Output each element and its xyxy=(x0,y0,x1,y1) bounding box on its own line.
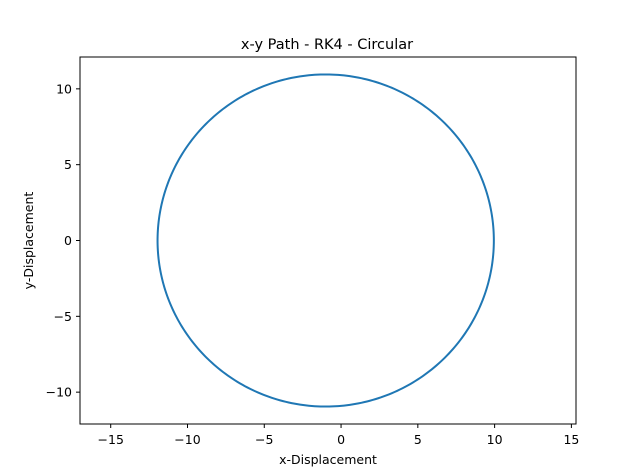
x-tick-label: −10 xyxy=(174,432,200,447)
chart-title: x-y Path - RK4 - Circular xyxy=(241,37,413,53)
x-tick-label: 15 xyxy=(563,432,579,447)
x-tick-label: −15 xyxy=(98,432,124,447)
x-axis-label: x-Displacement xyxy=(279,452,377,467)
y-tick-label: −5 xyxy=(54,309,72,324)
series-line xyxy=(156,73,495,408)
x-tick-label: 5 xyxy=(414,432,422,447)
x-axis: −15 −10 −5 0 5 10 15 xyxy=(98,424,579,447)
y-tick-label: 10 xyxy=(56,81,72,96)
x-tick-label: 10 xyxy=(487,432,503,447)
y-tick-label: 5 xyxy=(64,157,72,172)
y-axis-label: y-Displacement xyxy=(21,192,36,290)
x-tick-label: −5 xyxy=(255,432,273,447)
y-tick-label: −10 xyxy=(46,385,72,400)
y-axis: −10 −5 0 5 10 xyxy=(46,81,80,400)
y-tick-label: 0 xyxy=(64,233,72,248)
x-tick-label: 0 xyxy=(337,432,345,447)
